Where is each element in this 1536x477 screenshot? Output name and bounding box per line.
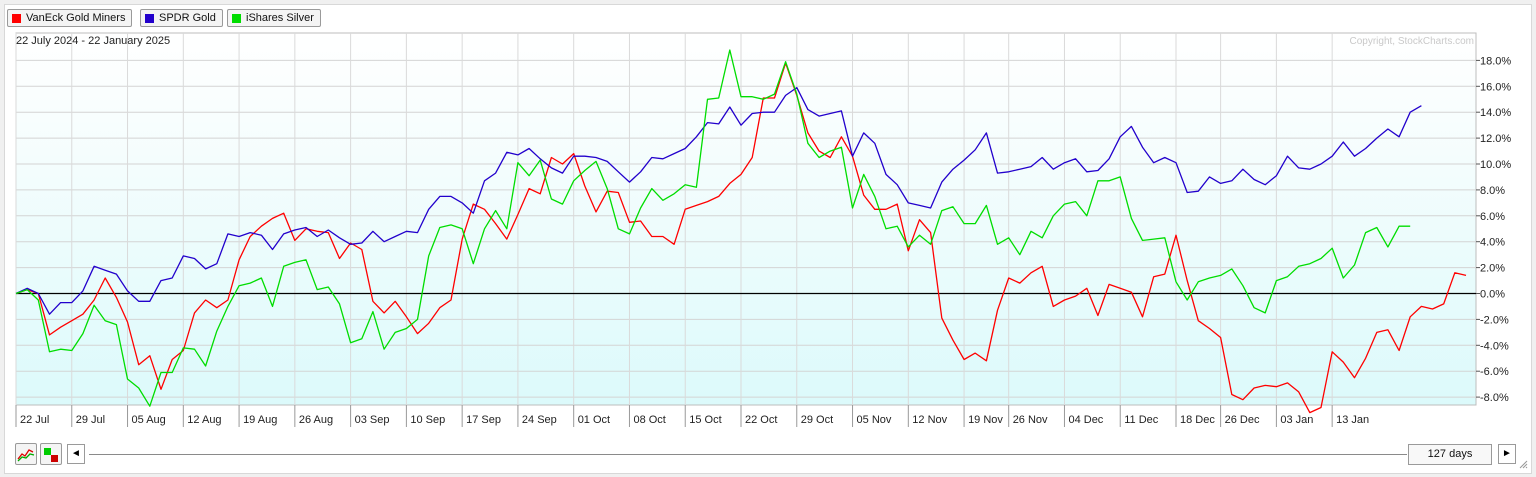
legend-item-ishares[interactable]: iShares Silver bbox=[227, 9, 321, 27]
x-tick-label: 19 Aug bbox=[243, 414, 277, 426]
y-tick-label: -2.0% bbox=[1480, 314, 1509, 326]
x-tick-label: 13 Jan bbox=[1336, 414, 1369, 426]
y-tick-label: 2.0% bbox=[1480, 263, 1505, 275]
series-line-vaneck-gold-miners bbox=[15, 62, 1467, 414]
x-tick-label: 05 Nov bbox=[857, 414, 892, 426]
y-tick-label: 18.0% bbox=[1480, 55, 1511, 67]
plot-area bbox=[15, 32, 1477, 406]
y-tick-label: 10.0% bbox=[1480, 159, 1511, 171]
y-axis: 18.0% 16.0% 14.0% 12.0% 10.0% 8.0% 6.0% 4.0% 2.0… bbox=[1476, 55, 1511, 404]
resize-grip-icon[interactable] bbox=[1518, 459, 1528, 469]
y-tick-label: 6.0% bbox=[1480, 211, 1505, 223]
legend-label: VanEck Gold Miners bbox=[26, 12, 126, 24]
x-tick-label: 19 Nov bbox=[968, 414, 1003, 426]
x-tick-label: 29 Oct bbox=[801, 414, 833, 426]
y-tick-label: 14.0% bbox=[1480, 107, 1511, 119]
x-tick-label: 17 Sep bbox=[466, 414, 501, 426]
x-tick-label: 03 Sep bbox=[355, 414, 390, 426]
x-tick-label: 22 Oct bbox=[745, 414, 777, 426]
y-tick-label: 4.0% bbox=[1480, 237, 1505, 249]
y-tick-label: -6.0% bbox=[1480, 366, 1509, 378]
x-tick-label: 18 Dec bbox=[1180, 414, 1215, 426]
time-slider-track[interactable] bbox=[89, 454, 1407, 455]
scroll-right-button[interactable]: ► bbox=[1498, 444, 1516, 464]
x-tick-label: 08 Oct bbox=[633, 414, 665, 426]
color-swatch-icon bbox=[44, 448, 58, 462]
x-tick-label: 12 Aug bbox=[187, 414, 221, 426]
x-tick-label: 22 Jul bbox=[20, 414, 49, 426]
x-tick-label: 04 Dec bbox=[1068, 414, 1103, 426]
x-tick-label: 26 Dec bbox=[1225, 414, 1260, 426]
y-tick-label: 16.0% bbox=[1480, 81, 1511, 93]
legend-item-vaneck[interactable]: VanEck Gold Miners bbox=[7, 9, 133, 27]
copyright-label: Copyright, StockCharts.com bbox=[1350, 36, 1475, 47]
chart-type-toggle-button[interactable] bbox=[15, 443, 37, 465]
legend-label: iShares Silver bbox=[246, 12, 314, 24]
x-tick-label: 12 Nov bbox=[912, 414, 947, 426]
x-tick-label: 26 Nov bbox=[1013, 414, 1048, 426]
x-tick-label: 05 Aug bbox=[132, 414, 166, 426]
x-tick-label: 15 Oct bbox=[689, 414, 721, 426]
x-tick-label: 24 Sep bbox=[522, 414, 557, 426]
x-tick-label: 03 Jan bbox=[1280, 414, 1313, 426]
scroll-left-button[interactable]: ◄ bbox=[67, 444, 85, 464]
legend-item-spdr[interactable]: SPDR Gold bbox=[140, 9, 223, 27]
x-tick-label: 26 Aug bbox=[299, 414, 333, 426]
series-line-ishares-silver bbox=[15, 49, 1411, 407]
y-tick-label: -8.0% bbox=[1480, 392, 1509, 404]
y-tick-label: 0.0% bbox=[1480, 289, 1505, 301]
date-range-label: 22 July 2024 - 22 January 2025 bbox=[16, 35, 170, 47]
series-line-spdr-gold bbox=[15, 86, 1422, 315]
legend-swatch bbox=[12, 13, 21, 23]
y-tick-label: -4.0% bbox=[1480, 340, 1509, 352]
x-tick-label: 11 Dec bbox=[1124, 414, 1159, 426]
y-tick-label: 8.0% bbox=[1480, 185, 1505, 197]
line-chart-icon bbox=[17, 449, 35, 462]
color-toggle-button[interactable] bbox=[40, 443, 62, 465]
x-tick-label: 01 Oct bbox=[578, 414, 610, 426]
legend-swatch bbox=[232, 13, 241, 23]
x-axis: 22 Jul 29 Jul 05 Aug 12 Aug 19 Aug 26 Aug 03 S… bbox=[15, 405, 1369, 427]
days-range-field[interactable]: 127 days bbox=[1408, 444, 1492, 465]
x-tick-label: 29 Jul bbox=[76, 414, 105, 426]
y-tick-label: 12.0% bbox=[1480, 133, 1511, 145]
legend-label: SPDR Gold bbox=[159, 12, 216, 24]
legend-swatch bbox=[145, 13, 154, 23]
series-lines bbox=[15, 49, 1467, 414]
x-tick-label: 10 Sep bbox=[410, 414, 445, 426]
